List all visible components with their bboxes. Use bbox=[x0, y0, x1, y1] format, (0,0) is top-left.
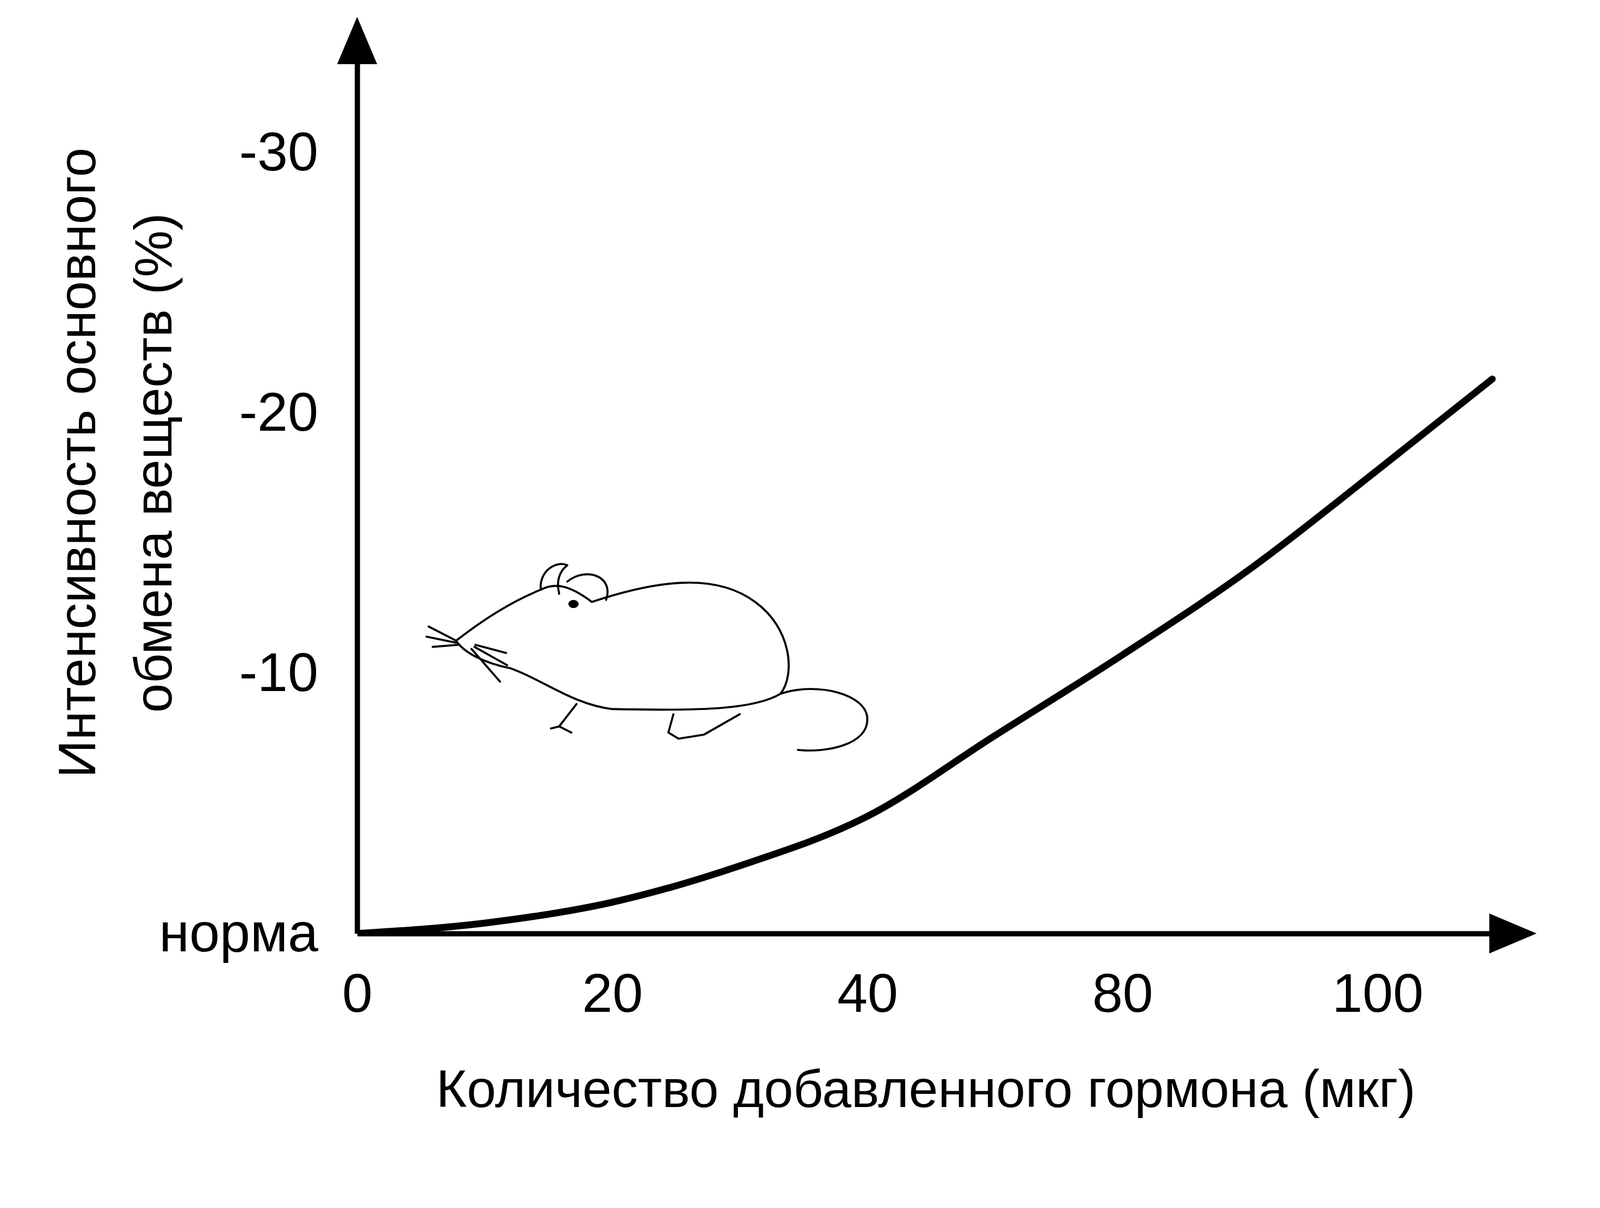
x-tick: 100 bbox=[1332, 933, 1424, 1024]
data-line bbox=[357, 379, 1493, 934]
x-tick-label: 100 bbox=[1332, 962, 1424, 1024]
y-tick-label: -20 bbox=[239, 381, 319, 443]
y-axis-title-line: Интенсивность основного bbox=[47, 147, 107, 778]
y-axis-line bbox=[355, 48, 361, 935]
chart: 0 20 40 80 100 норма -10 -20 -30 Количество добав… bbox=[0, 0, 1600, 1208]
y-axis-title-line: обмена веществ (%) bbox=[123, 213, 183, 713]
y-tick: -20 bbox=[239, 381, 358, 443]
x-axis-arrow bbox=[1489, 913, 1537, 954]
y-tick: -10 bbox=[239, 641, 358, 703]
mouse-outline bbox=[551, 704, 577, 733]
x-tick: 20 bbox=[582, 933, 644, 1024]
mouse-outline bbox=[456, 582, 789, 711]
x-tick: 40 bbox=[837, 933, 899, 1024]
y-tick-label: -30 bbox=[239, 120, 319, 182]
mouse-outline bbox=[780, 689, 868, 751]
mouse-eye bbox=[568, 600, 579, 609]
y-axis-title: Интенсивность основного обмена веществ (%… bbox=[47, 147, 183, 778]
mouse-outline bbox=[567, 574, 609, 601]
x-axis: 0 20 40 80 100 bbox=[342, 933, 1506, 1024]
mouse-outline bbox=[540, 563, 568, 594]
x-tick-label: 0 bbox=[342, 962, 373, 1024]
x-axis-title: Количество добавленного гормона (мкг) bbox=[436, 1059, 1416, 1119]
y-tick-label: норма bbox=[159, 902, 319, 964]
x-tick-label: 40 bbox=[837, 962, 899, 1024]
x-tick-label: 20 bbox=[582, 962, 644, 1024]
x-tick: 80 bbox=[1092, 933, 1154, 1024]
x-axis-line bbox=[357, 931, 1506, 937]
plot-area bbox=[357, 379, 1493, 934]
mouse-illustration bbox=[426, 563, 868, 751]
mouse-outline bbox=[426, 626, 459, 647]
y-tick: норма bbox=[159, 902, 358, 964]
y-axis: норма -10 -20 -30 bbox=[159, 48, 358, 964]
y-tick: -30 bbox=[239, 120, 358, 182]
y-tick-label: -10 bbox=[239, 641, 319, 703]
y-axis-arrow bbox=[337, 16, 378, 65]
x-tick-label: 80 bbox=[1092, 962, 1154, 1024]
x-tick: 0 bbox=[342, 933, 373, 1024]
mouse-outline bbox=[668, 714, 741, 739]
mouse-outline bbox=[471, 644, 508, 682]
